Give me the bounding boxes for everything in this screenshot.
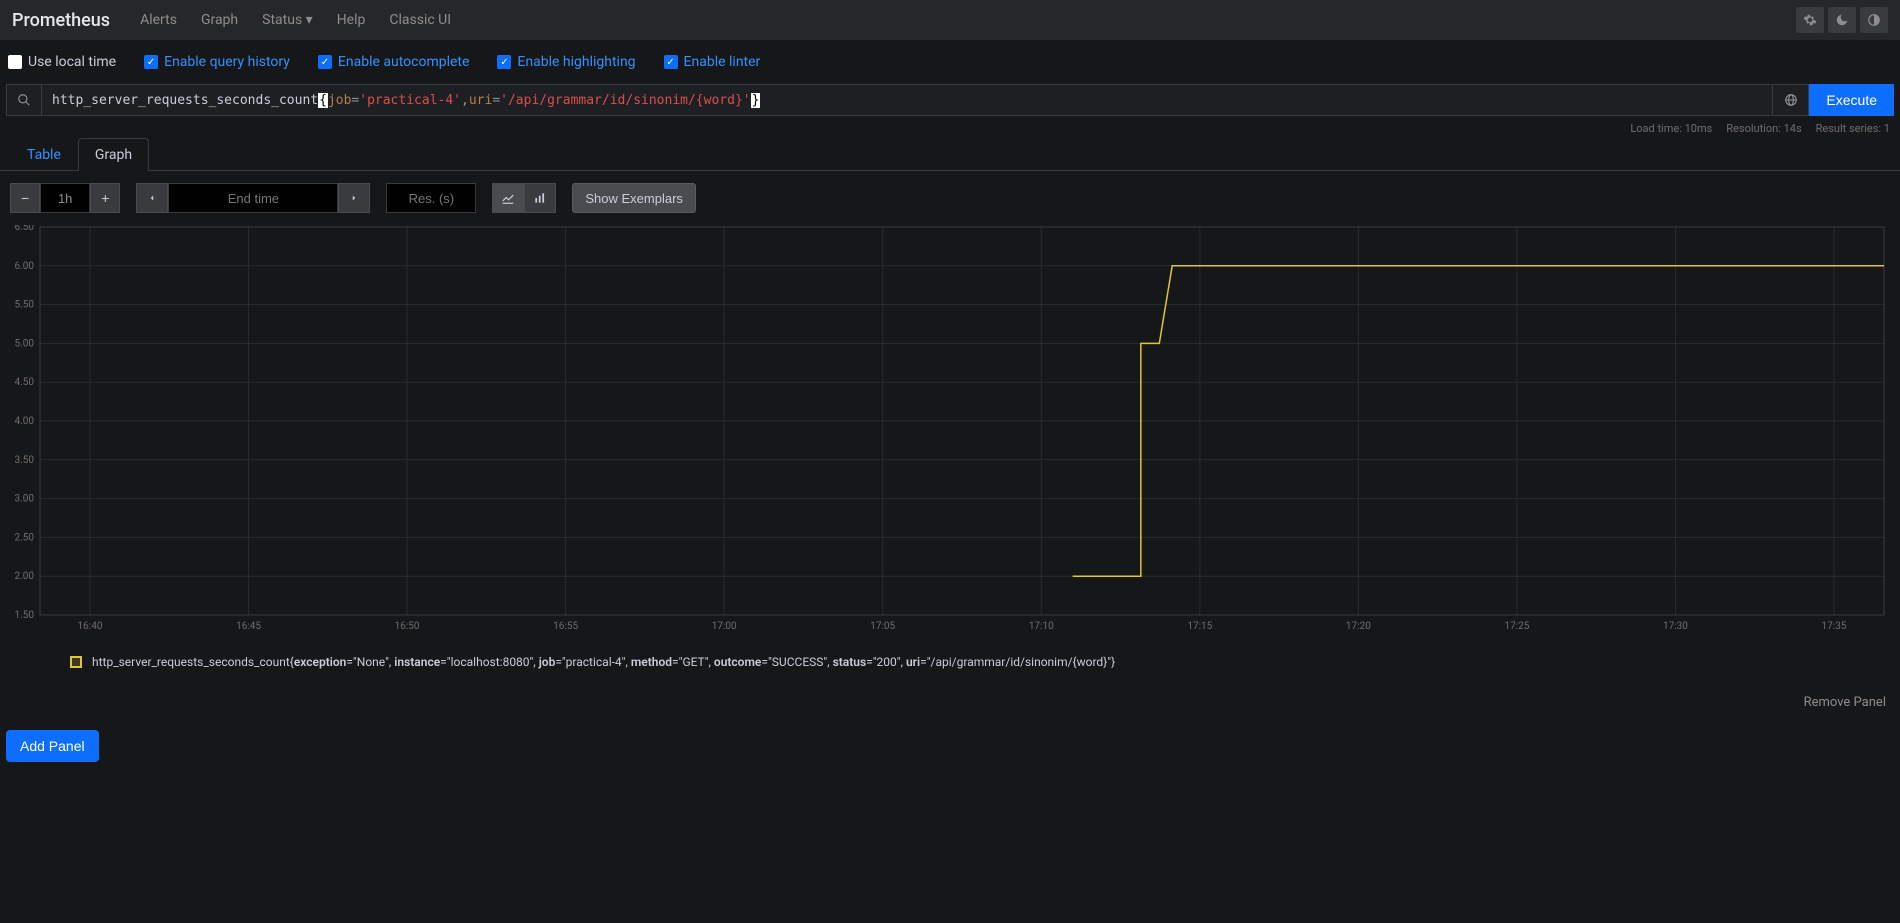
checkbox-icon: ✓ bbox=[664, 55, 678, 69]
legend-swatch-icon bbox=[70, 656, 82, 668]
settings-icon[interactable] bbox=[1796, 7, 1824, 33]
view-tabs: Table Graph bbox=[0, 137, 1900, 171]
svg-text:16:40: 16:40 bbox=[78, 621, 103, 632]
resolution-input[interactable] bbox=[386, 183, 476, 213]
svg-text:17:35: 17:35 bbox=[1822, 621, 1847, 632]
contrast-icon[interactable] bbox=[1860, 7, 1888, 33]
remove-panel-link[interactable]: Remove Panel bbox=[1804, 695, 1886, 710]
svg-text:4.00: 4.00 bbox=[15, 416, 35, 427]
svg-text:17:05: 17:05 bbox=[870, 621, 895, 632]
brand: Prometheus bbox=[12, 10, 110, 31]
chevron-down-icon: ▾ bbox=[306, 12, 313, 28]
globe-icon[interactable] bbox=[1773, 84, 1809, 116]
endtime-prev-button[interactable] bbox=[136, 183, 168, 213]
svg-text:17:10: 17:10 bbox=[1029, 621, 1054, 632]
stacked-chart-icon[interactable] bbox=[524, 183, 556, 213]
show-exemplars-button[interactable]: Show Exemplars bbox=[572, 183, 696, 213]
svg-text:5.50: 5.50 bbox=[15, 300, 35, 311]
opt-local-time[interactable]: Use local time bbox=[8, 54, 116, 70]
range-input[interactable] bbox=[40, 183, 90, 213]
panel-footer: Remove Panel bbox=[0, 677, 1900, 720]
endtime-next-button[interactable] bbox=[338, 183, 370, 213]
svg-text:16:50: 16:50 bbox=[395, 621, 420, 632]
svg-text:16:45: 16:45 bbox=[236, 621, 261, 632]
nav-alerts[interactable]: Alerts bbox=[130, 6, 187, 34]
nav-links: Alerts Graph Status ▾ Help Classic UI bbox=[130, 6, 461, 34]
line-chart-icon[interactable] bbox=[492, 183, 524, 213]
legend: http_server_requests_seconds_count{excep… bbox=[0, 635, 1900, 677]
execute-button[interactable]: Execute bbox=[1809, 84, 1894, 116]
svg-text:17:25: 17:25 bbox=[1504, 621, 1529, 632]
query-input[interactable]: http_server_requests_seconds_count{job='… bbox=[42, 84, 1773, 116]
checkbox-icon: ✓ bbox=[144, 55, 158, 69]
endtime-group bbox=[136, 183, 370, 213]
query-row: http_server_requests_seconds_count{job='… bbox=[0, 84, 1900, 116]
moon-icon[interactable] bbox=[1828, 7, 1856, 33]
nav-graph[interactable]: Graph bbox=[191, 6, 248, 34]
checkbox-icon: ✓ bbox=[497, 55, 511, 69]
opt-linter[interactable]: ✓ Enable linter bbox=[664, 54, 761, 70]
svg-text:2.00: 2.00 bbox=[15, 571, 35, 582]
opt-highlighting[interactable]: ✓ Enable highlighting bbox=[497, 54, 635, 70]
svg-text:6.50: 6.50 bbox=[15, 225, 35, 233]
tab-table[interactable]: Table bbox=[10, 138, 78, 171]
add-panel-button[interactable]: Add Panel bbox=[6, 730, 99, 762]
checkbox-icon bbox=[8, 55, 22, 69]
nav-status[interactable]: Status ▾ bbox=[252, 6, 323, 34]
svg-text:4.50: 4.50 bbox=[15, 377, 35, 388]
endtime-input[interactable] bbox=[168, 183, 338, 213]
svg-text:17:30: 17:30 bbox=[1663, 621, 1688, 632]
tab-graph[interactable]: Graph bbox=[78, 138, 149, 171]
line-chart: 6.50 6.00 5.50 5.00 4.50 4.00 3.50 3.00 2.50 2.00… bbox=[10, 225, 1890, 635]
svg-text:5.00: 5.00 bbox=[15, 338, 35, 349]
svg-text:2.50: 2.50 bbox=[15, 532, 35, 543]
svg-text:3.50: 3.50 bbox=[15, 455, 35, 466]
options-bar: Use local time ✓ Enable query history ✓ … bbox=[0, 40, 1900, 84]
search-icon bbox=[6, 84, 42, 116]
nav-right bbox=[1796, 7, 1888, 33]
svg-text:17:00: 17:00 bbox=[712, 621, 737, 632]
legend-label[interactable]: http_server_requests_seconds_count{excep… bbox=[92, 655, 1115, 669]
stat-resolution: Resolution: 14s bbox=[1726, 122, 1801, 135]
graph-controls: − + Show Exemplars bbox=[0, 171, 1900, 225]
add-panel-row: Add Panel bbox=[0, 720, 1900, 782]
stat-series: Result series: 1 bbox=[1816, 122, 1890, 135]
svg-text:17:20: 17:20 bbox=[1346, 621, 1371, 632]
navbar: Prometheus Alerts Graph Status ▾ Help Cl… bbox=[0, 0, 1900, 40]
checkbox-icon: ✓ bbox=[318, 55, 332, 69]
svg-text:6.00: 6.00 bbox=[15, 261, 35, 272]
stat-load: Load time: 10ms bbox=[1630, 122, 1712, 135]
opt-query-history[interactable]: ✓ Enable query history bbox=[144, 54, 290, 70]
svg-text:17:15: 17:15 bbox=[1187, 621, 1212, 632]
range-decrease-button[interactable]: − bbox=[10, 183, 40, 213]
chart-type-group bbox=[492, 183, 556, 213]
svg-text:1.50: 1.50 bbox=[15, 610, 35, 621]
nav-classic-ui[interactable]: Classic UI bbox=[379, 6, 461, 34]
opt-autocomplete[interactable]: ✓ Enable autocomplete bbox=[318, 54, 470, 70]
svg-text:16:55: 16:55 bbox=[553, 621, 578, 632]
range-group: − + bbox=[10, 183, 120, 213]
chart-area: 6.50 6.00 5.50 5.00 4.50 4.00 3.50 3.00 2.50 2.00… bbox=[0, 225, 1900, 635]
nav-help[interactable]: Help bbox=[327, 6, 376, 34]
svg-text:3.00: 3.00 bbox=[15, 494, 35, 505]
range-increase-button[interactable]: + bbox=[90, 183, 120, 213]
